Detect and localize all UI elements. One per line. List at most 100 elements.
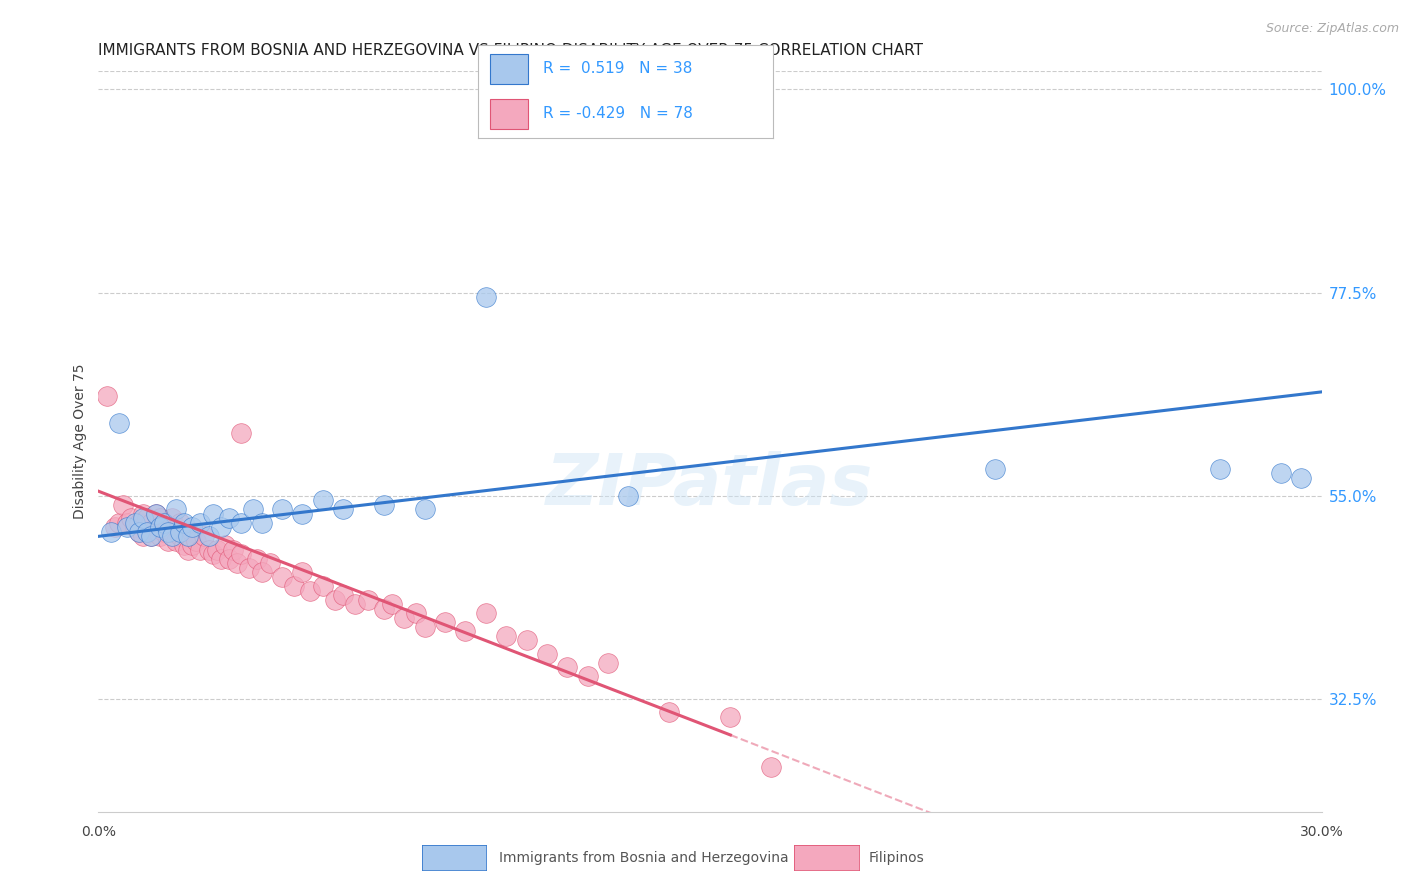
- Point: [270, 502, 294, 516]
- Point: [152, 524, 174, 539]
- Point: [373, 601, 395, 615]
- Point: [413, 619, 436, 633]
- Point: [132, 507, 155, 521]
- Text: Source: ZipAtlas.com: Source: ZipAtlas.com: [1265, 22, 1399, 36]
- Point: [149, 511, 172, 525]
- Point: [658, 706, 681, 720]
- Point: [141, 516, 163, 530]
- Point: [165, 520, 187, 534]
- Point: [115, 520, 138, 534]
- Point: [270, 570, 294, 584]
- Y-axis label: Disability Age Over 75: Disability Age Over 75: [73, 364, 87, 519]
- Point: [156, 533, 179, 548]
- Point: [169, 524, 191, 539]
- Point: [124, 520, 146, 534]
- Point: [433, 615, 456, 629]
- Point: [145, 520, 167, 534]
- Point: [205, 542, 228, 557]
- Point: [193, 529, 215, 543]
- Point: [128, 516, 150, 530]
- Point: [536, 647, 558, 661]
- Point: [259, 557, 281, 571]
- Point: [104, 520, 127, 534]
- Text: R =  0.519   N = 38: R = 0.519 N = 38: [543, 62, 692, 77]
- Point: [381, 597, 404, 611]
- Point: [454, 624, 477, 639]
- Point: [238, 561, 260, 575]
- Point: [596, 656, 619, 670]
- Point: [373, 498, 395, 512]
- Point: [111, 498, 134, 512]
- Point: [136, 524, 159, 539]
- Point: [128, 524, 150, 539]
- Point: [214, 538, 236, 552]
- Point: [120, 511, 142, 525]
- Point: [188, 542, 212, 557]
- Point: [132, 511, 155, 525]
- Point: [474, 606, 498, 620]
- Point: [291, 507, 314, 521]
- Point: [128, 524, 150, 539]
- FancyBboxPatch shape: [489, 99, 529, 129]
- Point: [141, 529, 163, 543]
- Point: [720, 710, 742, 724]
- Point: [984, 461, 1007, 475]
- Point: [160, 524, 183, 539]
- Point: [152, 516, 174, 530]
- Point: [186, 533, 208, 548]
- Point: [474, 290, 498, 304]
- Point: [218, 552, 240, 566]
- Point: [96, 389, 118, 403]
- Point: [250, 566, 273, 580]
- Point: [231, 425, 253, 440]
- Point: [188, 516, 212, 530]
- Point: [201, 507, 224, 521]
- Point: [1208, 461, 1232, 475]
- Point: [222, 542, 245, 557]
- Point: [132, 529, 155, 543]
- Point: [156, 524, 179, 539]
- Text: 0.0%: 0.0%: [82, 825, 115, 839]
- Point: [141, 529, 163, 543]
- Point: [356, 592, 378, 607]
- Point: [108, 516, 131, 530]
- Point: [149, 520, 172, 534]
- Point: [312, 493, 335, 508]
- Point: [160, 511, 183, 525]
- Text: 30.0%: 30.0%: [1299, 825, 1344, 839]
- Point: [759, 759, 782, 773]
- Point: [115, 516, 138, 530]
- Point: [516, 633, 538, 648]
- Point: [250, 516, 273, 530]
- Point: [231, 516, 253, 530]
- Point: [197, 529, 219, 543]
- Point: [617, 489, 640, 503]
- Point: [242, 502, 264, 516]
- Point: [177, 542, 200, 557]
- Point: [291, 566, 314, 580]
- Point: [169, 529, 191, 543]
- Point: [173, 524, 195, 539]
- Point: [209, 552, 232, 566]
- Point: [226, 557, 249, 571]
- Point: [173, 538, 195, 552]
- Point: [299, 583, 322, 598]
- Point: [283, 579, 305, 593]
- Point: [392, 610, 416, 624]
- Point: [145, 507, 167, 521]
- Point: [169, 516, 191, 530]
- FancyBboxPatch shape: [489, 54, 529, 84]
- Point: [344, 597, 367, 611]
- Text: Filipinos: Filipinos: [869, 851, 925, 865]
- Point: [576, 669, 599, 683]
- Point: [197, 542, 219, 557]
- Point: [557, 660, 579, 674]
- Point: [108, 417, 131, 431]
- Text: IMMIGRANTS FROM BOSNIA AND HERZEGOVINA VS FILIPINO DISABILITY AGE OVER 75 CORREL: IMMIGRANTS FROM BOSNIA AND HERZEGOVINA V…: [98, 43, 924, 58]
- Point: [181, 520, 204, 534]
- Point: [181, 538, 204, 552]
- Point: [413, 502, 436, 516]
- Point: [156, 520, 179, 534]
- Text: Immigrants from Bosnia and Herzegovina: Immigrants from Bosnia and Herzegovina: [499, 851, 789, 865]
- Point: [136, 511, 159, 525]
